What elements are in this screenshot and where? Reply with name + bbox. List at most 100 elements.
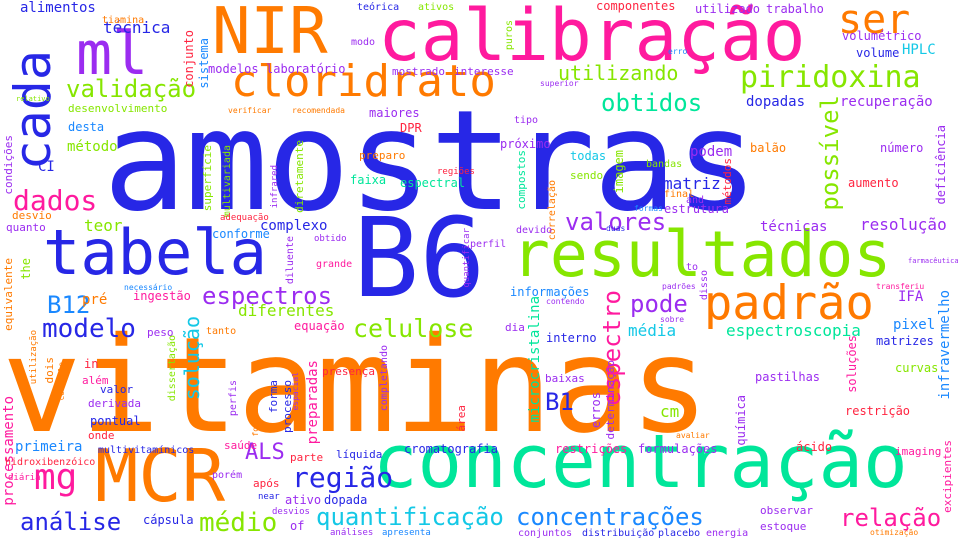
word-modelo: modelo — [42, 314, 136, 344]
word-tecnicas: técnicas — [760, 219, 828, 235]
word-utilizacao: utilização — [29, 330, 39, 385]
word-modo: modo — [351, 37, 376, 48]
word-infrared: infrared — [270, 165, 280, 209]
word-conjunto: conjunto — [182, 30, 196, 88]
word-hidroxibenzoico: hidroxibenzóico — [5, 457, 96, 468]
word-devido: devido — [516, 225, 553, 236]
word-parte: parte — [290, 451, 324, 464]
word-volumetrico: volumétrico — [842, 29, 922, 43]
word-apos: após — [253, 477, 280, 490]
word-ser: ser — [838, 0, 911, 43]
word-pode: pode — [630, 290, 688, 318]
word-diferentes: diferentes — [238, 301, 335, 320]
word-of: of — [290, 519, 305, 533]
word-regiao: região — [292, 461, 394, 494]
word-superficie: superfície — [201, 145, 214, 212]
word-vitaminas: vitaminas — [2, 309, 709, 463]
word-matrizes: matrizes — [876, 334, 934, 348]
word-liquida: líquida — [336, 448, 383, 461]
word-energia: energia — [706, 528, 749, 539]
word-ifa: IFA — [898, 289, 924, 305]
word-quanto: quanto — [6, 221, 46, 234]
word-solucao: solução — [180, 316, 204, 401]
word-b12: B12 — [47, 291, 91, 319]
word-otimizacao: otimização — [870, 528, 919, 537]
word-balao: balão — [750, 141, 787, 155]
word-farmaceutica: farmacêutica — [908, 257, 959, 265]
word-duas: duas — [606, 224, 626, 233]
word-imagem: imagem — [612, 150, 626, 194]
word-the: the — [19, 258, 33, 280]
word-onde: onde — [88, 429, 115, 442]
word-concentracoes: concentrações — [516, 503, 704, 531]
word-capsula: cápsula — [143, 513, 194, 527]
word-aumento: aumento — [848, 176, 899, 190]
word-perfis: perfis — [228, 380, 239, 417]
word-apresenta: apresenta — [382, 528, 431, 538]
word-baixas: baixas — [545, 372, 585, 385]
word-disso: disso — [699, 270, 710, 301]
word-contendo: contendo — [546, 297, 585, 306]
word-obtido: obtido — [314, 234, 347, 244]
word-laboratorio: laboratório — [266, 62, 346, 76]
word-restricao: restrição — [845, 404, 911, 418]
word-determinacao: determinação — [604, 360, 617, 440]
word-desta: desta — [68, 120, 105, 134]
word-sendo: sendo — [570, 169, 604, 182]
word-quantificacao: quantificação — [316, 503, 504, 531]
word-valor: valor — [100, 383, 134, 396]
word-equivalente: equivalente — [2, 258, 15, 331]
word-pixel: pixel — [893, 317, 936, 333]
word-proximo: próximo — [500, 137, 551, 151]
word-dois: dois — [43, 357, 56, 384]
word-tecnica: técnica — [103, 18, 171, 37]
word-tabela: tabela — [43, 216, 267, 289]
word-regioes: regiões — [437, 167, 475, 177]
word-peso: peso — [147, 326, 174, 339]
word-metodos: métodos — [721, 158, 734, 205]
word-derivada: derivada — [88, 397, 141, 410]
word-and: and — [686, 195, 705, 206]
word-b1: B1 — [545, 388, 574, 416]
word-hplc: HPLC — [902, 42, 936, 58]
word-calibracao: calibração — [378, 0, 806, 77]
word-perfil: perfil — [470, 239, 507, 250]
word-als: ALS — [245, 440, 285, 465]
word-quimica: química — [734, 395, 748, 446]
word-excipientes: excipientes — [941, 440, 954, 513]
word-validacao: validação — [66, 75, 197, 103]
word-informacoes: informações — [510, 285, 590, 299]
word-cada: cada — [4, 50, 62, 171]
word-dados: dados — [13, 184, 98, 217]
word-formulacoes: formulações — [638, 442, 718, 456]
word-adequacao: adequação — [220, 213, 269, 223]
word-alimentos: alimentos — [20, 0, 96, 16]
word-analise: análise — [20, 508, 122, 536]
word-area: área — [455, 405, 468, 432]
word-conforme: conforme — [212, 227, 270, 241]
word-mostrado: mostrado — [392, 65, 445, 78]
word-possivel: possível — [816, 95, 844, 211]
word-observar: observar — [760, 504, 813, 517]
word-in: in — [84, 357, 99, 371]
word-desvios: desvios — [272, 507, 310, 517]
word-dopadas: dopadas — [746, 94, 806, 110]
word-teor: teor — [84, 216, 123, 235]
word-modelos: modelos — [208, 62, 259, 76]
word-compostos: compostos — [515, 150, 528, 210]
word-matriz: matriz — [663, 174, 721, 193]
word-numero: número — [880, 141, 924, 155]
word-pontual: pontual — [90, 414, 141, 428]
word-medio: médio — [199, 508, 278, 538]
word-desenvolvimento: desenvolvimento — [68, 102, 168, 115]
word-porem: porém — [212, 470, 243, 481]
word-estrutura: estrutura — [664, 202, 730, 216]
word-padrao: padrão — [704, 276, 874, 331]
word-espectroscopia: espectroscopia — [726, 321, 861, 340]
word-mcr: MCR — [95, 434, 226, 518]
word-transferiu: transferiu — [876, 282, 925, 291]
word-formas: formas — [634, 204, 663, 213]
word-puros: puros — [504, 20, 515, 51]
word-volume: volume — [856, 46, 900, 60]
word-dissertacao: dissertação — [167, 335, 178, 402]
